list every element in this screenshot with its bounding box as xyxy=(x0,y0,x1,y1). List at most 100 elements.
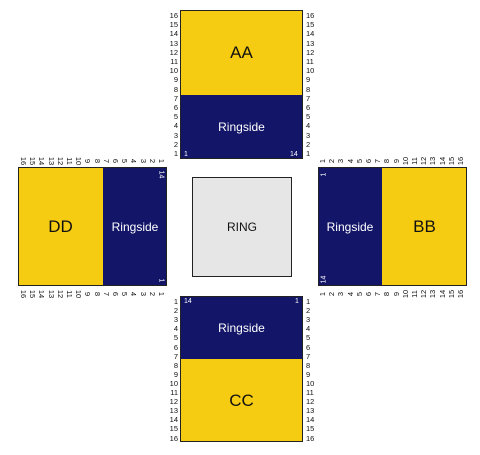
row-number: 4 xyxy=(129,158,139,164)
row-number: 12 xyxy=(169,47,178,57)
row-number: 2 xyxy=(173,306,178,316)
row-number: 7 xyxy=(173,93,178,103)
row-number: 13 xyxy=(46,289,56,299)
row-number: 5 xyxy=(173,112,178,122)
row-number: 11 xyxy=(170,57,178,66)
section-cc[interactable] xyxy=(180,359,303,442)
row-number: 12 xyxy=(306,397,315,407)
section-cc-label: CC xyxy=(229,390,254,410)
section-cc-seat-last: 14 xyxy=(184,298,192,305)
row-number: 15 xyxy=(28,156,38,166)
row-number: 7 xyxy=(101,291,111,297)
row-number: 1 xyxy=(173,149,178,158)
row-number: 10 xyxy=(306,66,315,76)
row-number: 8 xyxy=(173,360,178,370)
row-number: 4 xyxy=(345,291,355,297)
row-number: 3 xyxy=(138,291,148,297)
row-number: 13 xyxy=(428,156,438,166)
row-number: 14 xyxy=(306,29,315,39)
row-number: 7 xyxy=(373,158,383,164)
row-number: 11 xyxy=(65,157,74,165)
row-number: 7 xyxy=(306,351,311,361)
row-number: 10 xyxy=(306,378,315,388)
section-dd[interactable] xyxy=(18,167,103,286)
row-number: 14 xyxy=(169,29,178,39)
row-number: 15 xyxy=(446,156,456,166)
row-number: 8 xyxy=(92,291,102,297)
row-number: 11 xyxy=(170,388,178,397)
row-number: 1 xyxy=(318,291,327,297)
row-number: 1 xyxy=(306,149,311,158)
row-number: 6 xyxy=(111,291,120,297)
section-aa[interactable] xyxy=(180,10,303,95)
row-number: 3 xyxy=(306,130,311,140)
row-number: 8 xyxy=(173,84,178,94)
row-number: 9 xyxy=(173,369,178,379)
row-number: 12 xyxy=(169,397,178,407)
section-aa-ringside[interactable] xyxy=(180,95,303,159)
boxing-ring[interactable]: RING xyxy=(192,177,292,277)
row-number: 9 xyxy=(83,291,93,297)
row-number: 6 xyxy=(111,158,120,164)
row-number: 4 xyxy=(173,121,178,131)
row-number: 1 xyxy=(157,291,166,297)
row-number: 11 xyxy=(306,57,314,66)
section-dd-seat-first: 1 xyxy=(157,278,165,283)
row-number: 10 xyxy=(169,378,178,388)
section-bb[interactable] xyxy=(382,167,467,286)
row-number: 4 xyxy=(129,291,139,297)
row-number: 9 xyxy=(306,75,311,85)
row-number: 12 xyxy=(419,156,429,166)
row-number: 11 xyxy=(410,290,419,298)
section-dd-ringside-label: Ringside xyxy=(111,219,159,234)
row-number: 5 xyxy=(173,333,178,343)
row-number: 1 xyxy=(157,158,166,164)
row-number: 3 xyxy=(336,291,346,297)
row-number: 2 xyxy=(327,158,337,164)
row-number: 9 xyxy=(83,158,93,164)
row-number: 7 xyxy=(101,158,111,164)
row-number: 8 xyxy=(306,360,311,370)
section-bb-seat-last: 14 xyxy=(320,275,328,284)
row-number: 14 xyxy=(169,415,178,425)
row-number: 12 xyxy=(419,289,429,299)
row-number: 16 xyxy=(456,289,465,299)
section-cc-ringside[interactable] xyxy=(180,296,303,359)
section-aa-ringside-label: Ringside xyxy=(218,120,265,134)
row-number: 2 xyxy=(147,291,157,297)
row-number: 12 xyxy=(306,47,315,57)
row-number: 11 xyxy=(65,290,74,298)
row-number: 13 xyxy=(306,406,315,416)
row-number: 9 xyxy=(391,158,401,164)
row-number: 16 xyxy=(19,289,28,299)
row-number: 3 xyxy=(173,130,178,140)
section-bb-ringside[interactable] xyxy=(318,167,382,286)
row-number: 2 xyxy=(173,139,178,149)
row-number: 2 xyxy=(306,139,311,149)
row-number: 8 xyxy=(382,291,392,297)
section-bb-seat-first: 1 xyxy=(320,172,328,177)
section-cc-ringside-label: Ringside xyxy=(218,320,265,335)
row-number: 6 xyxy=(364,158,373,164)
row-number: 16 xyxy=(169,11,178,20)
row-number: 4 xyxy=(345,158,355,164)
row-number: 16 xyxy=(306,11,315,20)
row-number: 14 xyxy=(306,415,315,425)
section-aa-seat-last: 14 xyxy=(290,151,298,158)
row-number: 1 xyxy=(306,297,311,306)
row-number: 6 xyxy=(173,103,178,112)
row-number: 4 xyxy=(306,324,311,334)
section-aa-label: AA xyxy=(230,42,253,62)
row-number: 5 xyxy=(306,112,311,122)
row-number: 15 xyxy=(446,289,456,299)
row-number: 10 xyxy=(74,156,84,166)
row-number: 8 xyxy=(306,84,311,94)
row-number: 3 xyxy=(173,315,178,325)
row-number: 12 xyxy=(55,289,65,299)
section-dd-label: DD xyxy=(48,216,73,236)
row-number: 7 xyxy=(373,291,383,297)
row-number: 13 xyxy=(169,38,178,48)
row-number: 14 xyxy=(37,156,47,166)
section-dd-ringside[interactable] xyxy=(103,167,167,286)
